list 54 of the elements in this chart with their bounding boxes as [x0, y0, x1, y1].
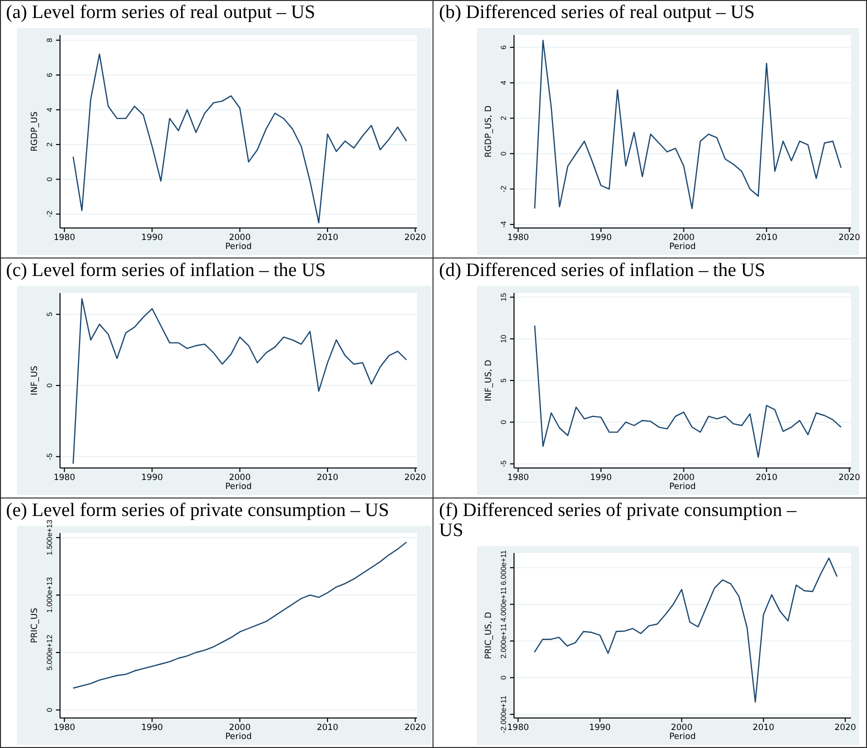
- y-axis-title: RGDP_US: [30, 111, 40, 152]
- x-tick-label: 1980: [507, 473, 529, 483]
- x-tick-label: 2000: [228, 723, 251, 733]
- x-tick-label: 2010: [316, 723, 338, 733]
- x-axis-title: Period: [225, 732, 252, 742]
- x-tick-label: 1990: [590, 233, 612, 243]
- x-tick-label: 1980: [507, 233, 529, 243]
- line-series: [534, 324, 842, 458]
- chart-title: (c) Level form series of inflation – the US: [6, 260, 326, 281]
- x-tick-label: 2010: [316, 473, 338, 483]
- x-tick-label: 2000: [228, 233, 251, 243]
- x-tick-label: 1990: [141, 233, 163, 243]
- chart-title: (a) Level form series of real output – US: [6, 2, 316, 23]
- line-series: [72, 298, 408, 464]
- x-axis-title: Period: [225, 242, 252, 252]
- x-tick-label: 2020: [834, 723, 856, 733]
- x-tick-label: 2010: [756, 233, 778, 243]
- x-tick-label: 1990: [590, 473, 612, 483]
- y-axis-title: PRIC_US: [30, 608, 40, 644]
- chart-title: (d) Differenced series of inflation – the US: [439, 260, 766, 281]
- y-axis-title: RGDP_US, D: [484, 105, 494, 158]
- chart-title: (f) Differenced series of private consumption – US: [439, 500, 797, 541]
- y-axis-title: INF_US, D: [484, 359, 494, 402]
- y-axis-title: INF_US: [30, 366, 40, 396]
- chart-title: (e) Level form series of private consumption – US: [6, 500, 390, 521]
- line-series: [72, 54, 408, 224]
- x-tick-label: 1990: [141, 723, 163, 733]
- x-tick-label: 1990: [589, 723, 611, 733]
- x-axis-title: Period: [669, 732, 696, 742]
- x-tick-label: 2020: [838, 473, 860, 483]
- line-series: [72, 542, 408, 689]
- x-tick-label: 2010: [316, 233, 338, 243]
- chart-title: (b) Differenced series of real output – US: [439, 2, 755, 23]
- x-tick-label: 1980: [507, 723, 529, 733]
- x-tick-label: 2020: [838, 233, 860, 243]
- y-axis-title: PRIC_US, D: [484, 611, 494, 660]
- x-tick-label: 2020: [404, 233, 426, 243]
- x-tick-label: 2000: [228, 473, 251, 483]
- x-tick-label: 2000: [670, 723, 692, 733]
- x-tick-label: 1980: [54, 473, 76, 483]
- x-axis-title: Period: [669, 482, 696, 492]
- x-tick-label: 2000: [672, 233, 695, 243]
- line-series: [534, 558, 838, 703]
- x-axis-title: Period: [669, 242, 696, 252]
- x-tick-label: 2020: [404, 473, 426, 483]
- x-tick-label: 1980: [54, 723, 76, 733]
- x-tick-label: 2010: [752, 723, 774, 733]
- x-tick-label: 1980: [54, 233, 76, 243]
- x-axis-title: Period: [225, 482, 252, 492]
- x-tick-label: 2020: [404, 723, 426, 733]
- line-series: [534, 40, 842, 210]
- x-tick-label: 1990: [141, 473, 163, 483]
- x-tick-label: 2010: [756, 473, 778, 483]
- x-tick-label: 2000: [672, 473, 695, 483]
